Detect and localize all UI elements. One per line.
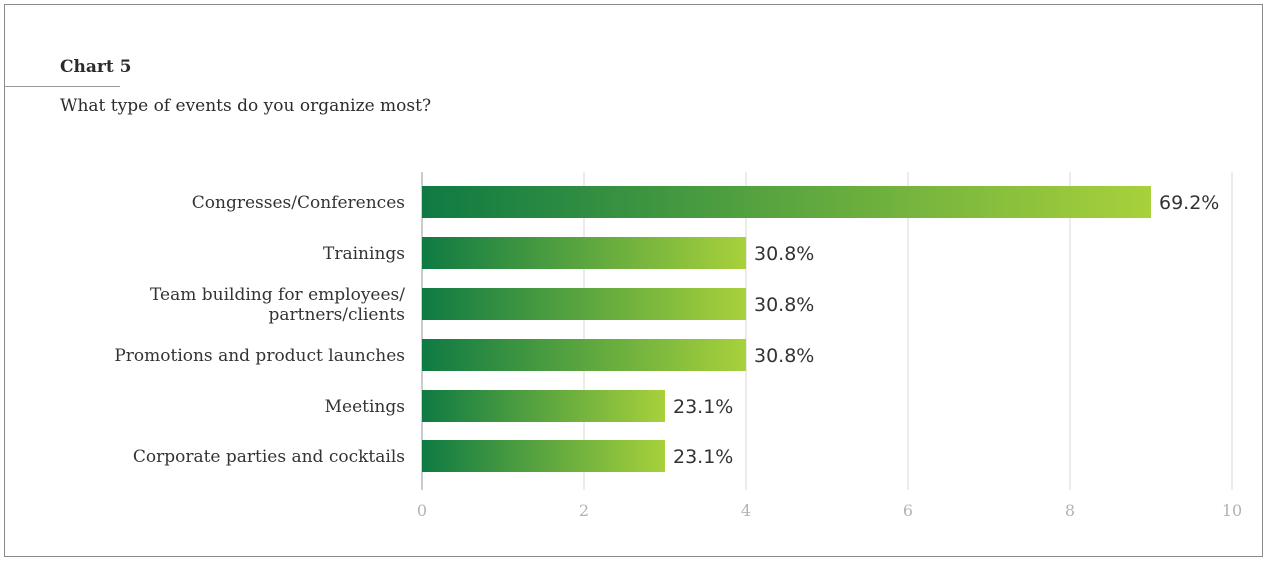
category-label: Promotions and product launches: [114, 346, 405, 366]
x-tick-label: 8: [1065, 501, 1075, 520]
title-divider: [5, 86, 120, 87]
category-label: Trainings: [323, 244, 405, 264]
bar: [422, 440, 665, 472]
bar: [422, 186, 1151, 218]
data-label: 30.8%: [754, 294, 814, 316]
data-label: 30.8%: [754, 243, 814, 265]
data-label: 23.1%: [673, 396, 733, 418]
category-label: Meetings: [325, 397, 405, 417]
x-tick-label: 10: [1222, 501, 1242, 520]
x-tick-label: 2: [579, 501, 589, 520]
gridlines: [421, 172, 1233, 490]
x-tick-label: 0: [417, 501, 427, 520]
data-label: 23.1%: [673, 446, 733, 468]
bar: [422, 237, 746, 269]
bar: [422, 390, 665, 422]
bar: [422, 288, 746, 320]
category-label: Team building for employees/: [150, 285, 405, 305]
category-label: Congresses/Conferences: [192, 193, 405, 213]
labels: 0 2 4 6 8 10 Congresses/Conferences 69.2% Traini…: [114, 192, 1242, 520]
x-tick-label: 4: [741, 501, 751, 520]
data-label: 69.2%: [1159, 192, 1219, 214]
chart-number: Chart 5: [60, 57, 132, 77]
x-tick-label: 6: [903, 501, 913, 520]
bar: [422, 339, 746, 371]
category-label: partners/clients: [268, 305, 405, 325]
category-label: Corporate parties and cocktails: [133, 447, 405, 467]
bars: [422, 186, 1151, 472]
data-label: 30.8%: [754, 345, 814, 367]
chart-title: What type of events do you organize most…: [60, 96, 432, 116]
